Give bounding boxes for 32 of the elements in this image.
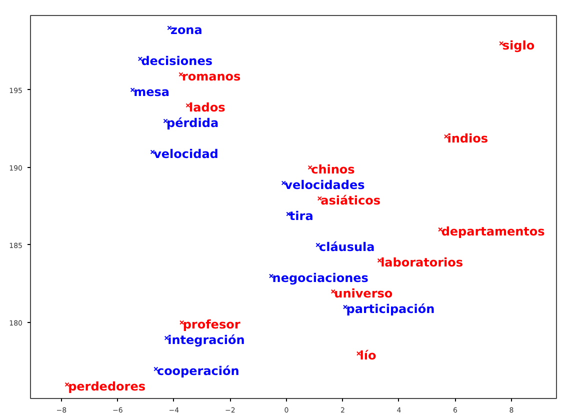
data-label: lío: [360, 348, 376, 363]
data-label: negociaciones: [272, 271, 368, 285]
data-label: universo: [334, 286, 393, 301]
point: [377, 258, 382, 263]
data-label: velocidades: [284, 178, 365, 192]
data-label: decisiones: [141, 54, 212, 68]
data-label: romanos: [182, 69, 241, 84]
data-label: cláusula: [318, 240, 375, 254]
data-label: participación: [346, 302, 435, 316]
point: [186, 103, 190, 108]
point: [178, 72, 184, 77]
data-label: lados: [189, 100, 226, 114]
data-label: tira: [289, 208, 314, 223]
data-label: cooperación: [156, 364, 240, 378]
data-label: integración: [168, 333, 245, 348]
point: [164, 336, 169, 340]
data-label: chinos: [311, 162, 355, 176]
point: [163, 118, 168, 124]
data-label: departamentos: [441, 224, 545, 238]
data-label: siglo: [502, 38, 535, 52]
point: [64, 382, 70, 387]
data-label: asiáticos: [320, 193, 380, 208]
point: [330, 289, 336, 294]
point: [130, 88, 135, 92]
data-label: velocidad: [154, 146, 218, 161]
data-label: laboratorios: [380, 255, 464, 270]
data-label: perdedores: [68, 380, 146, 394]
data-label: mesa: [134, 84, 170, 99]
data-label: indios: [447, 131, 488, 146]
data-label: zona: [170, 22, 202, 37]
data-label: pérdida: [166, 116, 219, 130]
data-label: profesor: [182, 318, 240, 332]
